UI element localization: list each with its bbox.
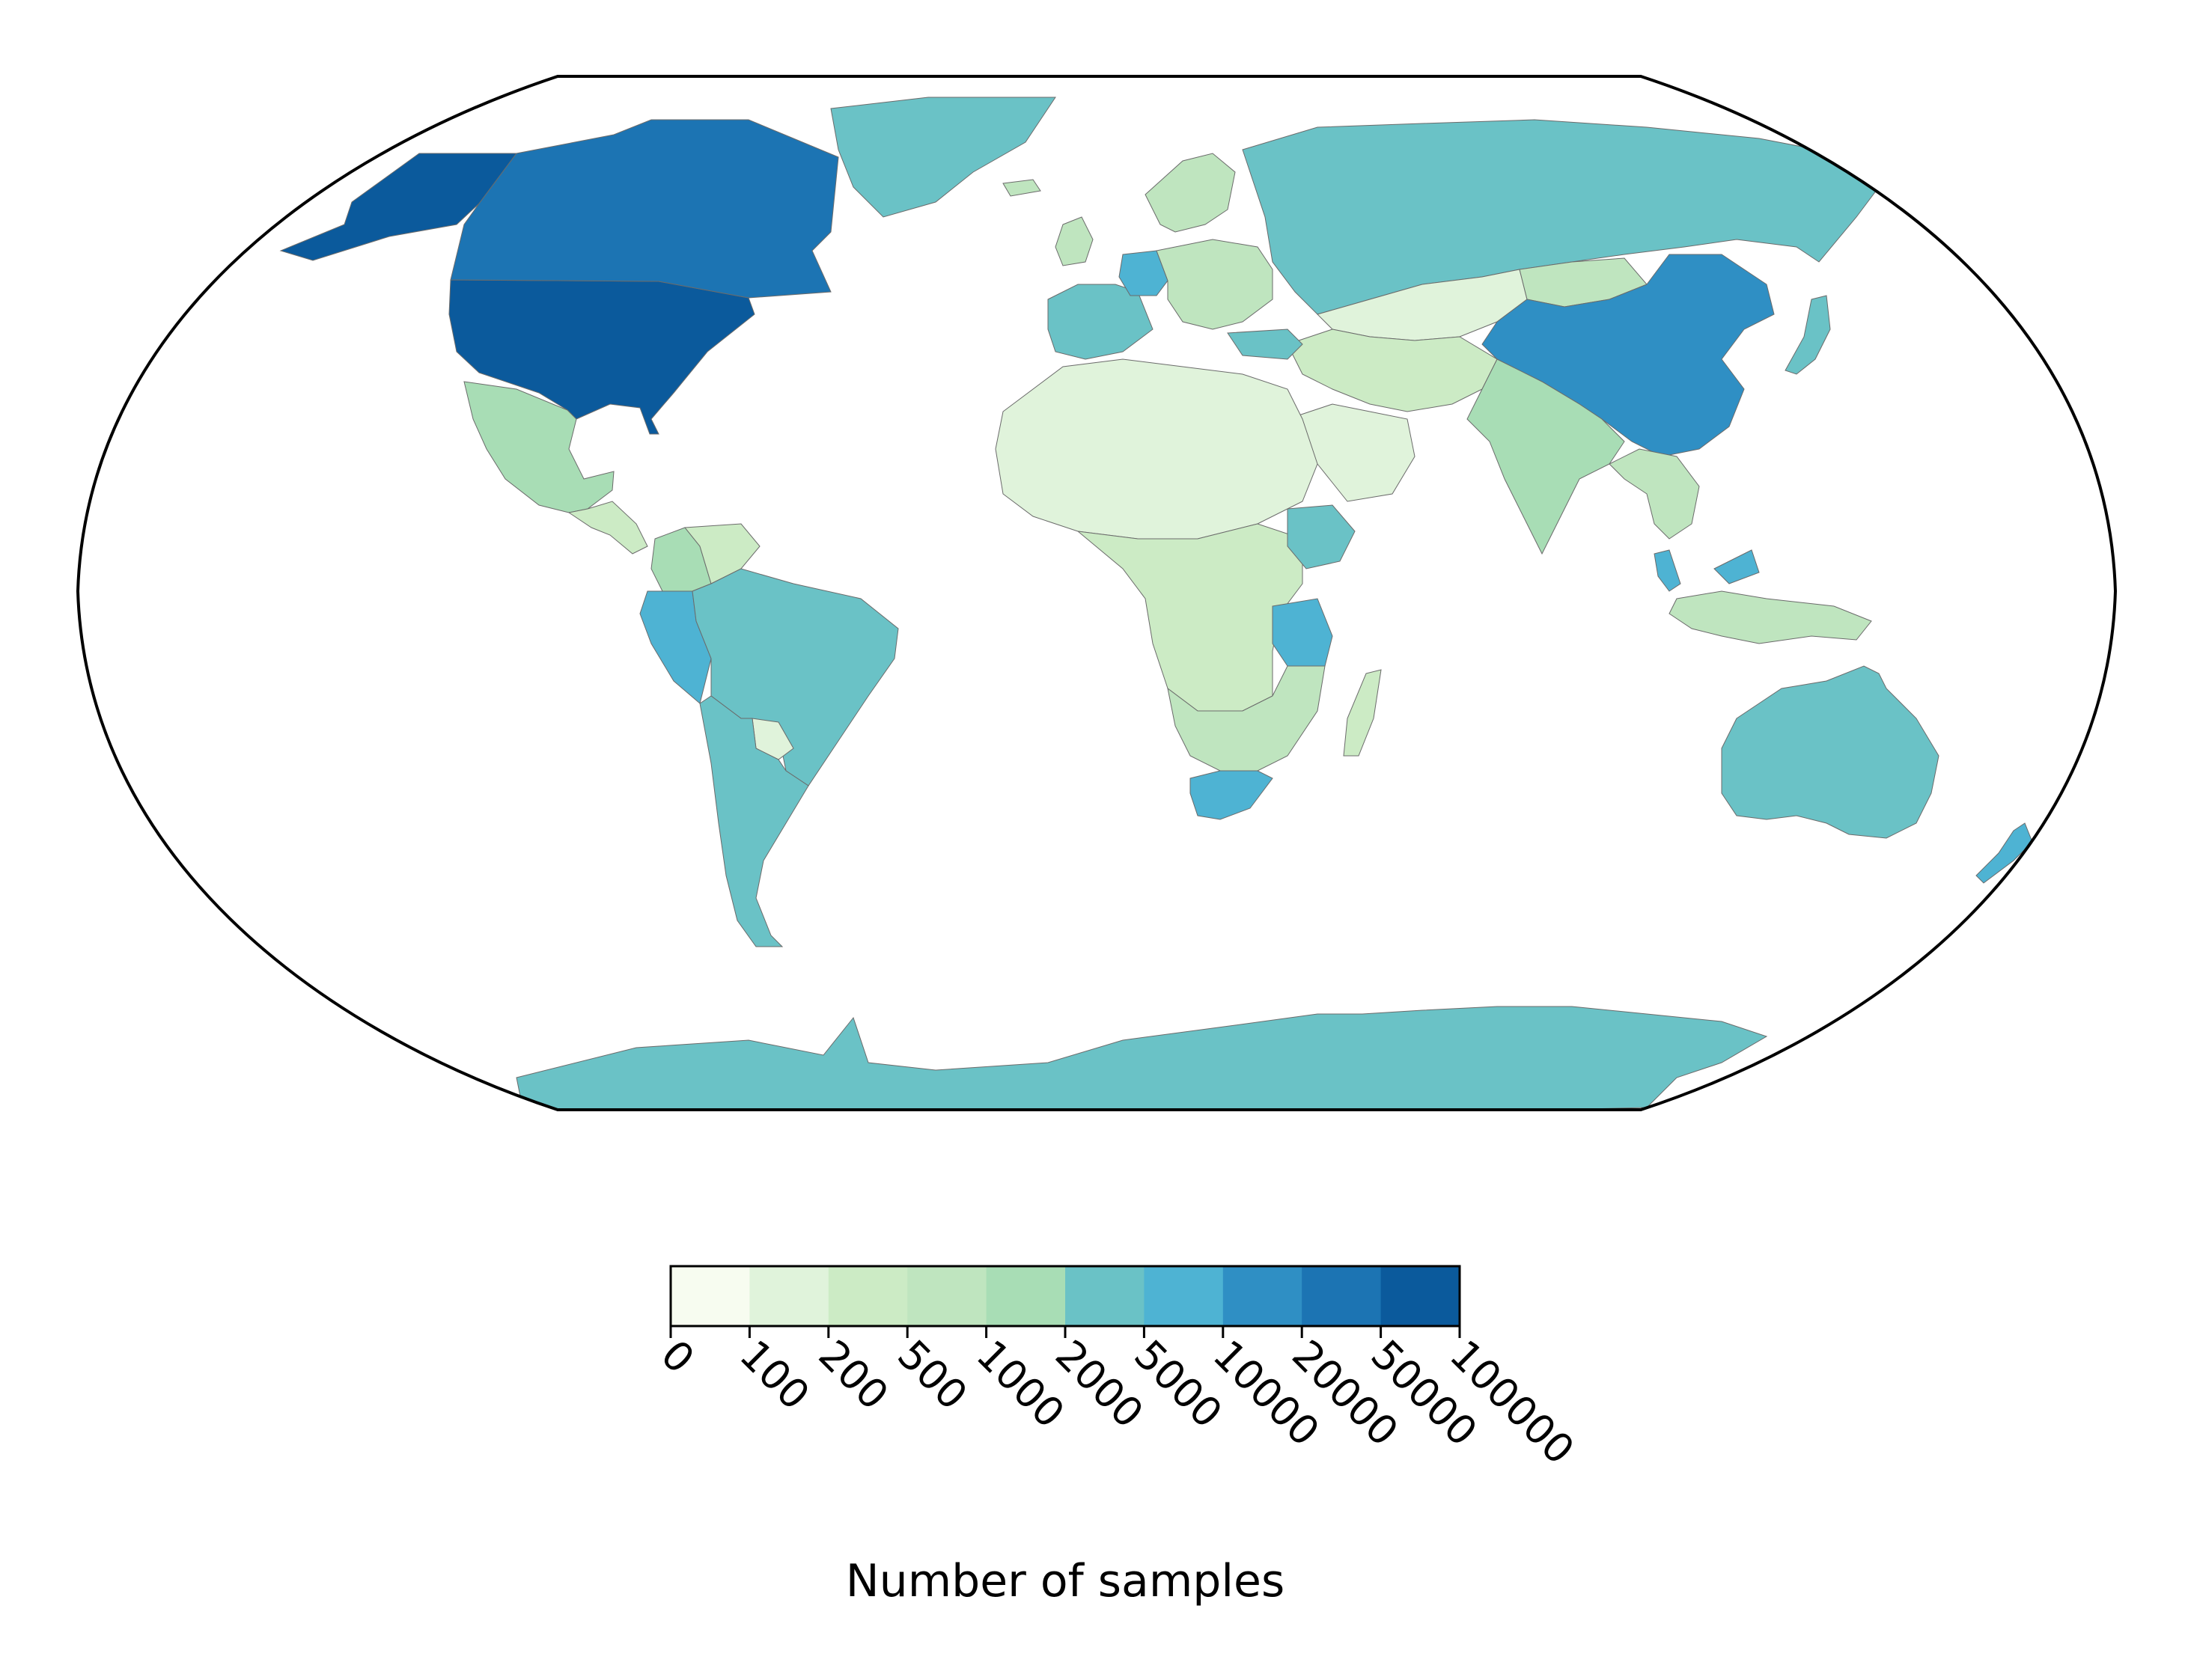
region-japan[interactable] (1785, 295, 1831, 375)
colorbar-ticks: 0 100200500100020005000100002000050000100… (652, 1326, 1583, 1473)
region-arabian-peninsula[interactable] (1287, 403, 1415, 502)
colorbar-label: Number of samples (846, 1555, 1285, 1607)
region-western-europe[interactable] (1047, 284, 1154, 360)
region-southern-africa[interactable] (1167, 665, 1326, 772)
region-eastern-europe[interactable] (1156, 239, 1273, 330)
colorbar-bin (749, 1266, 829, 1326)
colorbar-tick-label: 200 (810, 1331, 898, 1419)
region-madagascar[interactable] (1343, 669, 1382, 757)
region-malaysia[interactable] (1654, 549, 1760, 592)
region-united-kingdom[interactable] (1055, 216, 1094, 266)
region-turkey[interactable] (1227, 329, 1303, 360)
region-argentina[interactable] (699, 695, 809, 947)
region-alaska[interactable] (279, 153, 517, 261)
colorbar-bin (1302, 1266, 1382, 1326)
colorbar-bin (1065, 1266, 1145, 1326)
map-frame (76, 75, 2118, 1111)
region-south-africa[interactable] (1189, 770, 1273, 820)
colorbar-bin (1144, 1266, 1224, 1326)
colorbar: 0 100200500100020005000100002000050000100… (652, 1265, 1583, 1607)
region-canada[interactable] (450, 119, 839, 299)
region-india[interactable] (1466, 358, 1625, 555)
colorbar-tick-label: 0 (652, 1331, 704, 1383)
region-north-africa[interactable] (995, 358, 1318, 540)
region-middle-east[interactable] (1287, 329, 1498, 412)
colorbar-tick-label: 2000 (1046, 1331, 1153, 1438)
colorbar-bin (828, 1266, 908, 1326)
region-scandinavia[interactable] (1145, 153, 1236, 233)
region-southeast-asia[interactable] (1609, 448, 1700, 540)
region-greenland[interactable] (830, 97, 1056, 218)
region-tanzania[interactable] (1272, 598, 1333, 667)
colorbar-bin (1222, 1266, 1302, 1326)
map-regions (279, 97, 2033, 1115)
colorbar-tick-label: 5000 (1125, 1331, 1231, 1438)
region-antarctica[interactable] (516, 1006, 1768, 1115)
region-indonesia[interactable] (1669, 590, 1872, 644)
world-map (76, 75, 2118, 1115)
colorbar-tick-label: 500 (889, 1331, 976, 1419)
colorbar-bins (671, 1266, 1460, 1326)
region-united-states[interactable] (448, 279, 755, 435)
region-australia[interactable] (1721, 665, 1939, 839)
region-central-america[interactable] (567, 501, 648, 555)
colorbar-tick-label: 100 (731, 1331, 818, 1419)
region-ethiopia[interactable] (1287, 504, 1356, 569)
colorbar-bin (986, 1266, 1066, 1326)
region-mexico[interactable] (463, 381, 615, 513)
colorbar-tick-label: 1000 (967, 1331, 1073, 1438)
colorbar-bin (1380, 1266, 1460, 1326)
region-iceland[interactable] (1002, 179, 1041, 197)
region-central-africa[interactable] (1076, 523, 1303, 712)
colorbar-bin (907, 1266, 987, 1326)
region-new-zealand[interactable] (1975, 822, 2033, 884)
colorbar-bin (671, 1266, 750, 1326)
region-russia[interactable] (1242, 119, 1880, 315)
